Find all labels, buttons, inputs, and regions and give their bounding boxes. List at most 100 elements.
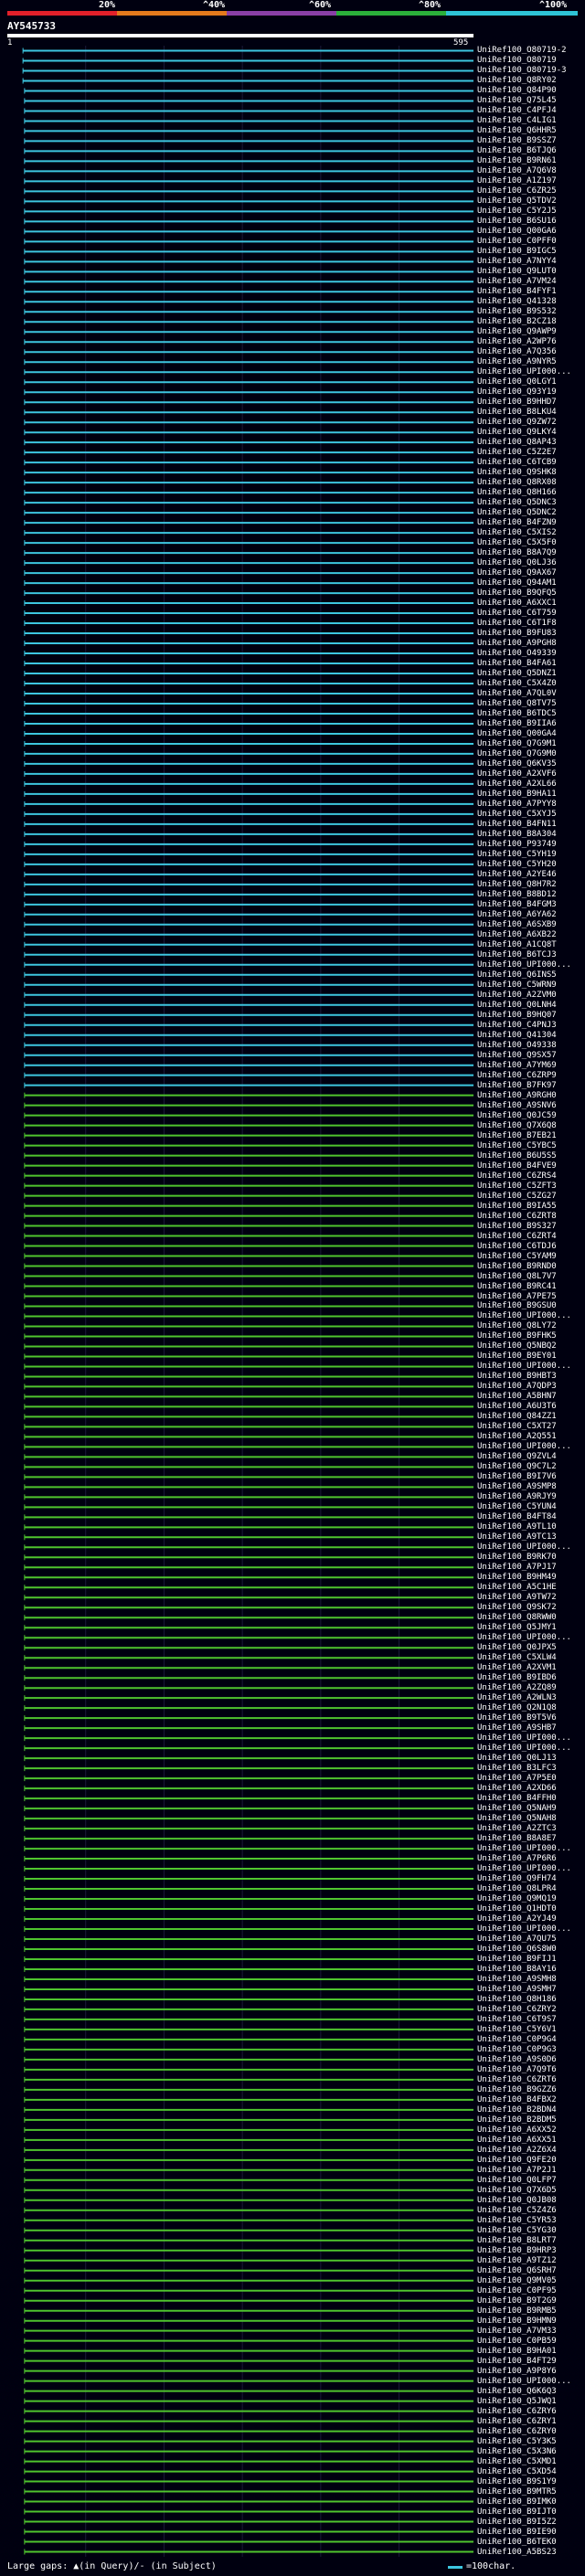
hit-label[interactable]: UniRef100_B8A8E7 <box>477 1834 557 1844</box>
hit-label[interactable]: UniRef100_A9TL10 <box>477 1522 557 1532</box>
hit-label[interactable]: UniRef100_B7EB21 <box>477 1130 557 1140</box>
hit-label[interactable]: UniRef100_Q94AM1 <box>477 578 557 588</box>
hit-label[interactable]: UniRef100_B2BDN4 <box>477 2104 557 2115</box>
hit-label[interactable]: UniRef100_B9HA01 <box>477 2346 557 2356</box>
hit-label[interactable]: UniRef100_B8BD12 <box>477 889 557 899</box>
hit-label[interactable]: UniRef100_B6SU16 <box>477 217 557 227</box>
hit-label[interactable]: UniRef100_C6ZRP9 <box>477 1070 557 1080</box>
hit-label[interactable]: UniRef100_Q9C7L2 <box>477 1462 557 1472</box>
hit-label[interactable]: UniRef100_Q9ZW72 <box>477 418 557 428</box>
hit-label[interactable]: UniRef100_B6TEK0 <box>477 2537 557 2547</box>
hit-label[interactable]: UniRef100_A7PJ17 <box>477 1563 557 1573</box>
hit-label[interactable]: UniRef100_B8A304 <box>477 829 557 839</box>
hit-label[interactable]: UniRef100_Q5JWQ1 <box>477 2396 557 2406</box>
hit-label[interactable]: UniRef100_C6ZRS4 <box>477 1171 557 1181</box>
hit-label[interactable]: UniRef100_A6XB22 <box>477 929 557 939</box>
hit-label[interactable]: UniRef100_A7Q356 <box>477 347 557 357</box>
hit-label[interactable]: UniRef100_Q6K6Q3 <box>477 2386 557 2396</box>
hit-label[interactable]: UniRef100_A2Z6X4 <box>477 2145 557 2155</box>
hit-label[interactable]: UniRef100_C4LIG1 <box>477 116 557 126</box>
hit-label[interactable]: UniRef100_Q5JMY1 <box>477 1623 557 1633</box>
hit-label[interactable]: UniRef100_A5BHN7 <box>477 1392 557 1402</box>
hit-label[interactable]: UniRef100_B9FHK5 <box>477 1331 557 1341</box>
hit-label[interactable]: UniRef100_B9HMN9 <box>477 2316 557 2326</box>
hit-label[interactable]: UniRef100_Q93Y19 <box>477 387 557 398</box>
hit-label[interactable]: UniRef100_B9IBD6 <box>477 1673 557 1683</box>
hit-label[interactable]: UniRef100_A7PE75 <box>477 1291 557 1301</box>
hit-label[interactable]: UniRef100_Q5TDV2 <box>477 196 557 207</box>
hit-label[interactable]: UniRef100_C0PB59 <box>477 2336 557 2346</box>
hit-label[interactable]: UniRef100_C5X3N6 <box>477 2446 557 2456</box>
hit-label[interactable]: UniRef100_C6ZRT8 <box>477 1211 557 1221</box>
hit-label[interactable]: UniRef100_B8A7Q9 <box>477 548 557 558</box>
hit-label[interactable]: UniRef100_B9IJT0 <box>477 2507 557 2517</box>
hit-label[interactable]: UniRef100_A7QU75 <box>477 1934 557 1944</box>
hit-label[interactable]: UniRef100_A9SMH7 <box>477 1984 557 1994</box>
hit-label[interactable]: UniRef100_UPI000... <box>477 1924 571 1934</box>
hit-label[interactable]: UniRef100_C6T759 <box>477 609 557 619</box>
hit-label[interactable]: UniRef100_A7QL0V <box>477 688 557 698</box>
hit-label[interactable]: UniRef100_C6T9S7 <box>477 2014 557 2024</box>
hit-label[interactable]: UniRef100_Q84ZZ1 <box>477 1412 557 1422</box>
hit-label[interactable]: UniRef100_A2ZTC3 <box>477 1824 557 1834</box>
hit-label[interactable]: UniRef100_A2ZQ89 <box>477 1683 557 1693</box>
hit-label[interactable]: UniRef100_C5YAM9 <box>477 1251 557 1261</box>
hit-label[interactable]: UniRef100_A6U3T6 <box>477 1402 557 1412</box>
hit-label[interactable]: UniRef100_A2XVF6 <box>477 769 557 779</box>
hit-label[interactable]: UniRef100_UPI000... <box>477 1442 571 1452</box>
hit-label[interactable]: UniRef100_C5XIS2 <box>477 528 557 538</box>
hit-label[interactable]: UniRef100_A7P5E0 <box>477 1774 557 1784</box>
hit-label[interactable]: UniRef100_Q1HDT0 <box>477 1904 557 1914</box>
hit-label[interactable]: UniRef100_B9RK70 <box>477 1553 557 1563</box>
hit-label[interactable]: UniRef100_C5Y6V1 <box>477 2024 557 2034</box>
hit-label[interactable]: UniRef100_Q9FE20 <box>477 2155 557 2165</box>
hit-label[interactable]: UniRef100_C5XMD1 <box>477 2456 557 2466</box>
hit-label[interactable]: UniRef100_A6SXB9 <box>477 919 557 929</box>
hit-label[interactable]: UniRef100_UPI000... <box>477 1844 571 1854</box>
hit-label[interactable]: UniRef100_C6ZRT6 <box>477 2074 557 2084</box>
hit-label[interactable]: UniRef100_A5BS23 <box>477 2547 557 2557</box>
hit-label[interactable]: UniRef100_Q41328 <box>477 297 557 307</box>
hit-label[interactable]: UniRef100_Q8L7V7 <box>477 1271 557 1281</box>
hit-label[interactable]: UniRef100_B6TJQ6 <box>477 146 557 156</box>
hit-label[interactable]: UniRef100_B9S327 <box>477 1221 557 1231</box>
hit-label[interactable]: UniRef100_B9HM49 <box>477 1573 557 1583</box>
hit-label[interactable]: UniRef100_UPI000... <box>477 1733 571 1744</box>
hit-label[interactable]: UniRef100_A9TC13 <box>477 1532 557 1542</box>
hit-label[interactable]: UniRef100_Q0JC59 <box>477 1110 557 1120</box>
hit-label[interactable]: UniRef100_B7FK97 <box>477 1080 557 1090</box>
hit-label[interactable]: UniRef100_UPI000... <box>477 1362 571 1372</box>
hit-label[interactable]: UniRef100_UPI000... <box>477 1744 571 1754</box>
hit-label[interactable]: UniRef100_Q0LJ36 <box>477 558 557 568</box>
hit-label[interactable]: UniRef100_Q41304 <box>477 1030 557 1040</box>
hit-label[interactable]: UniRef100_O49338 <box>477 1040 557 1050</box>
hit-label[interactable]: UniRef100_Q9SK72 <box>477 1603 557 1613</box>
hit-label[interactable]: UniRef100_B9EY01 <box>477 1352 557 1362</box>
hit-label[interactable]: UniRef100_Q5DNC3 <box>477 498 557 508</box>
hit-label[interactable]: UniRef100_Q75L45 <box>477 96 557 106</box>
hit-label[interactable]: UniRef100_Q5DNZ1 <box>477 669 557 678</box>
hit-label[interactable]: UniRef100_A9TZ12 <box>477 2255 557 2265</box>
hit-label[interactable]: UniRef100_A6XXC1 <box>477 599 557 609</box>
hit-label[interactable]: UniRef100_C4PFJ4 <box>477 106 557 116</box>
hit-label[interactable]: UniRef100_B4FT29 <box>477 2356 557 2366</box>
hit-label[interactable]: UniRef100_Q5NAH8 <box>477 1814 557 1824</box>
hit-label[interactable]: UniRef100_B4FA61 <box>477 659 557 668</box>
hit-label[interactable]: UniRef100_B9HQ07 <box>477 1010 557 1020</box>
hit-label[interactable]: UniRef100_C5WRN9 <box>477 980 557 990</box>
hit-label[interactable]: UniRef100_C5YUN4 <box>477 1502 557 1512</box>
hit-label[interactable]: UniRef100_C0P9G3 <box>477 2044 557 2054</box>
hit-label[interactable]: UniRef100_B4FYF1 <box>477 287 557 297</box>
hit-label[interactable]: UniRef100_C6ZRY1 <box>477 2416 557 2426</box>
hit-label[interactable]: UniRef100_C5Z2E7 <box>477 448 557 458</box>
hit-label[interactable]: UniRef100_B9HRP3 <box>477 2245 557 2255</box>
hit-label[interactable]: UniRef100_P93749 <box>477 839 557 849</box>
hit-label[interactable]: UniRef100_C6ZRY0 <box>477 2426 557 2436</box>
hit-label[interactable]: UniRef100_UPI000... <box>477 1864 571 1874</box>
hit-label[interactable]: UniRef100_B9MTR5 <box>477 2486 557 2496</box>
hit-label[interactable]: UniRef100_B3LFC3 <box>477 1764 557 1774</box>
hit-label[interactable]: UniRef100_A7Q6V8 <box>477 166 557 176</box>
hit-label[interactable]: UniRef100_A2XL66 <box>477 779 557 789</box>
hit-label[interactable]: UniRef100_UPI000... <box>477 2376 571 2386</box>
hit-label[interactable]: UniRef100_Q6S8W0 <box>477 1944 557 1954</box>
